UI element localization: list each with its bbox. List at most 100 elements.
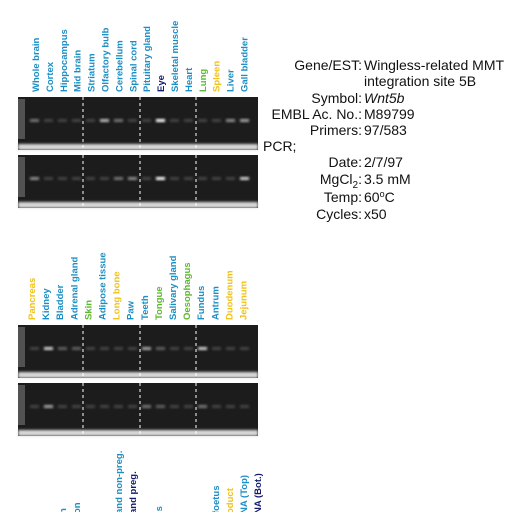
band — [170, 405, 179, 408]
ladder — [18, 385, 25, 425]
band — [156, 347, 165, 350]
symbol-value: Wnt5b — [364, 90, 405, 106]
lane-label: Cortex — [45, 61, 56, 92]
band — [142, 177, 151, 180]
lane-label: Pancreas — [27, 278, 38, 320]
mg-label: MgCl2: — [320, 171, 362, 191]
band — [240, 119, 249, 122]
info-block: Gene/EST: Wingless-related MMT integrati… — [263, 57, 504, 222]
symbol-label: Symbol: — [311, 90, 362, 106]
lane-labels: Whole brain Cortex Hippocampus Mid brain Str… — [27, 21, 264, 512]
lane-label: Duodenum — [224, 270, 235, 320]
band — [44, 119, 53, 122]
lane-label: and preg. — [128, 471, 139, 512]
ladder — [18, 157, 25, 197]
band — [142, 347, 151, 350]
lane-label: Gall bladder — [240, 37, 251, 92]
lane-label: Salivary gland — [168, 255, 179, 320]
lane-label: on — [72, 502, 83, 512]
band — [100, 347, 109, 350]
primers-label: Primers: — [310, 122, 362, 138]
lane-label: oduct — [225, 487, 236, 512]
band — [128, 347, 137, 350]
lane-label: Oesophagus — [182, 262, 193, 320]
band — [86, 405, 95, 408]
lane-label: Eye — [156, 75, 167, 92]
lane-label: Jejunum — [239, 281, 250, 320]
temp-unit: C — [385, 189, 395, 205]
gel-wells — [18, 430, 258, 436]
date-label: Date: — [329, 154, 362, 170]
lane-label: Heart — [184, 67, 195, 92]
lane-label: Lung — [198, 69, 209, 92]
pcr-label: PCR; — [263, 138, 296, 154]
band — [44, 347, 53, 350]
band — [114, 177, 123, 180]
band — [212, 347, 221, 350]
lane-label: Paw — [126, 300, 137, 320]
band — [226, 405, 235, 408]
lane-label: foetus — [211, 486, 222, 512]
band — [86, 347, 95, 350]
lane-label: Skeletal muscle — [170, 21, 181, 92]
lane-label: Tongue — [154, 286, 165, 320]
gels — [18, 97, 258, 436]
band — [142, 405, 151, 408]
band — [212, 119, 221, 122]
cycles-label: Cycles: — [316, 206, 362, 222]
lane-label: Skin — [83, 300, 94, 320]
lane-label: Teeth — [140, 295, 151, 320]
lane-label: Olfactory bulb — [101, 27, 112, 92]
lane-label: Hippocampus — [59, 29, 70, 92]
band — [44, 405, 53, 408]
band — [30, 119, 39, 122]
band — [170, 177, 179, 180]
band — [156, 405, 165, 408]
gel-wells — [18, 372, 258, 378]
band — [212, 405, 221, 408]
band — [226, 177, 235, 180]
band — [128, 177, 137, 180]
band — [86, 119, 95, 122]
ladder — [18, 327, 25, 367]
band — [114, 347, 123, 350]
gel-wells — [18, 202, 258, 208]
band — [240, 347, 249, 350]
gene-label: Gene/EST: — [294, 57, 362, 73]
band — [198, 347, 207, 350]
temp-num: 60 — [364, 189, 380, 205]
band — [58, 119, 67, 122]
band — [30, 405, 39, 408]
band — [128, 405, 137, 408]
band — [72, 347, 81, 350]
band — [58, 405, 67, 408]
band — [170, 347, 179, 350]
lane-label: Kidney — [41, 288, 52, 320]
lane-label: Liver — [226, 69, 237, 92]
cycles-value: x50 — [364, 206, 387, 222]
gel-wells — [18, 144, 258, 150]
gel — [18, 97, 258, 150]
date-value: 2/7/97 — [364, 154, 403, 170]
band — [198, 119, 207, 122]
band — [30, 177, 39, 180]
primers-value: 97/583 — [364, 122, 407, 138]
temp-value: 60oC — [364, 189, 395, 205]
lane-label: NA (Top) — [239, 475, 250, 512]
band — [58, 177, 67, 180]
lane-label: n — [58, 508, 69, 512]
band — [100, 405, 109, 408]
band — [114, 119, 123, 122]
lane-label: Whole brain — [31, 37, 42, 92]
lane-label: Bladder — [55, 284, 66, 320]
band — [142, 119, 151, 122]
gene-value: integration site 5B — [364, 73, 476, 89]
gel — [18, 325, 258, 378]
temp-sup: o — [380, 189, 385, 199]
band — [72, 405, 81, 408]
band — [184, 119, 193, 122]
band — [170, 119, 179, 122]
lane-label: Adipose tissue — [98, 252, 109, 320]
